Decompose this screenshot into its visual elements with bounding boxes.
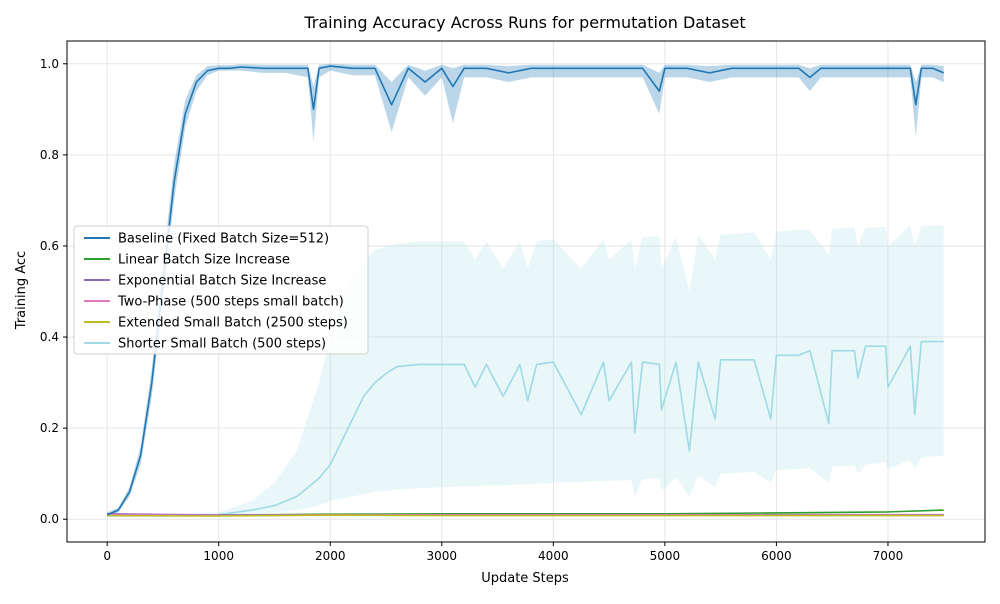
legend: Baseline (Fixed Batch Size=512) Linear Ba…: [73, 225, 369, 355]
y-tick-label: 0.6: [40, 239, 59, 253]
x-tick-label: 6000: [761, 549, 792, 563]
x-tick-label: 4000: [538, 549, 569, 563]
legend-label: Linear Batch Size Increase: [118, 253, 290, 268]
legend-label: Two-Phase (500 steps small batch): [117, 295, 344, 310]
chart-title: Training Accuracy Across Runs for permut…: [303, 13, 745, 32]
legend-label: Extended Small Batch (2500 steps): [118, 316, 348, 331]
y-tick-label: 1.0: [40, 57, 59, 71]
legend-label: Exponential Batch Size Increase: [118, 274, 326, 289]
x-tick-label: 2000: [315, 549, 346, 563]
y-tick-label: 0.4: [40, 330, 59, 344]
x-tick-label: 1000: [203, 549, 234, 563]
legend-box: [73, 225, 369, 355]
series-line-baseline-fixed-batch-size-512: [106, 65, 945, 516]
x-tick-label: 0: [103, 549, 111, 563]
y-tick-label: 0.0: [40, 512, 59, 526]
legend-label: Baseline (Fixed Batch Size=512): [118, 232, 329, 247]
band-layer: [107, 63, 944, 518]
tick-layer: 0 1000 2000 3000 4000 5000 6000 7000 0.0 0.2 0.4 0.…: [40, 57, 903, 563]
x-tick-label: 7000: [873, 549, 904, 563]
legend-label: Shorter Small Batch (500 steps): [118, 337, 326, 352]
line-layer: [106, 65, 945, 517]
x-axis-label: Update Steps: [481, 571, 569, 586]
band-baseline-fixed-batch-size-512: [107, 63, 944, 518]
y-tick-label: 0.8: [40, 148, 59, 162]
series-line-shorter-small-batch-500-steps: [107, 340, 944, 517]
y-axis-label: Training Acc: [14, 251, 29, 330]
band-shorter-small-batch-500-steps: [107, 225, 944, 518]
plot-frame: [66, 40, 986, 543]
x-tick-label: 3000: [427, 549, 458, 563]
series-line-extended-small-batch-2500-steps: [107, 514, 944, 517]
x-tick-label: 5000: [650, 549, 681, 563]
y-tick-label: 0.2: [40, 421, 59, 435]
